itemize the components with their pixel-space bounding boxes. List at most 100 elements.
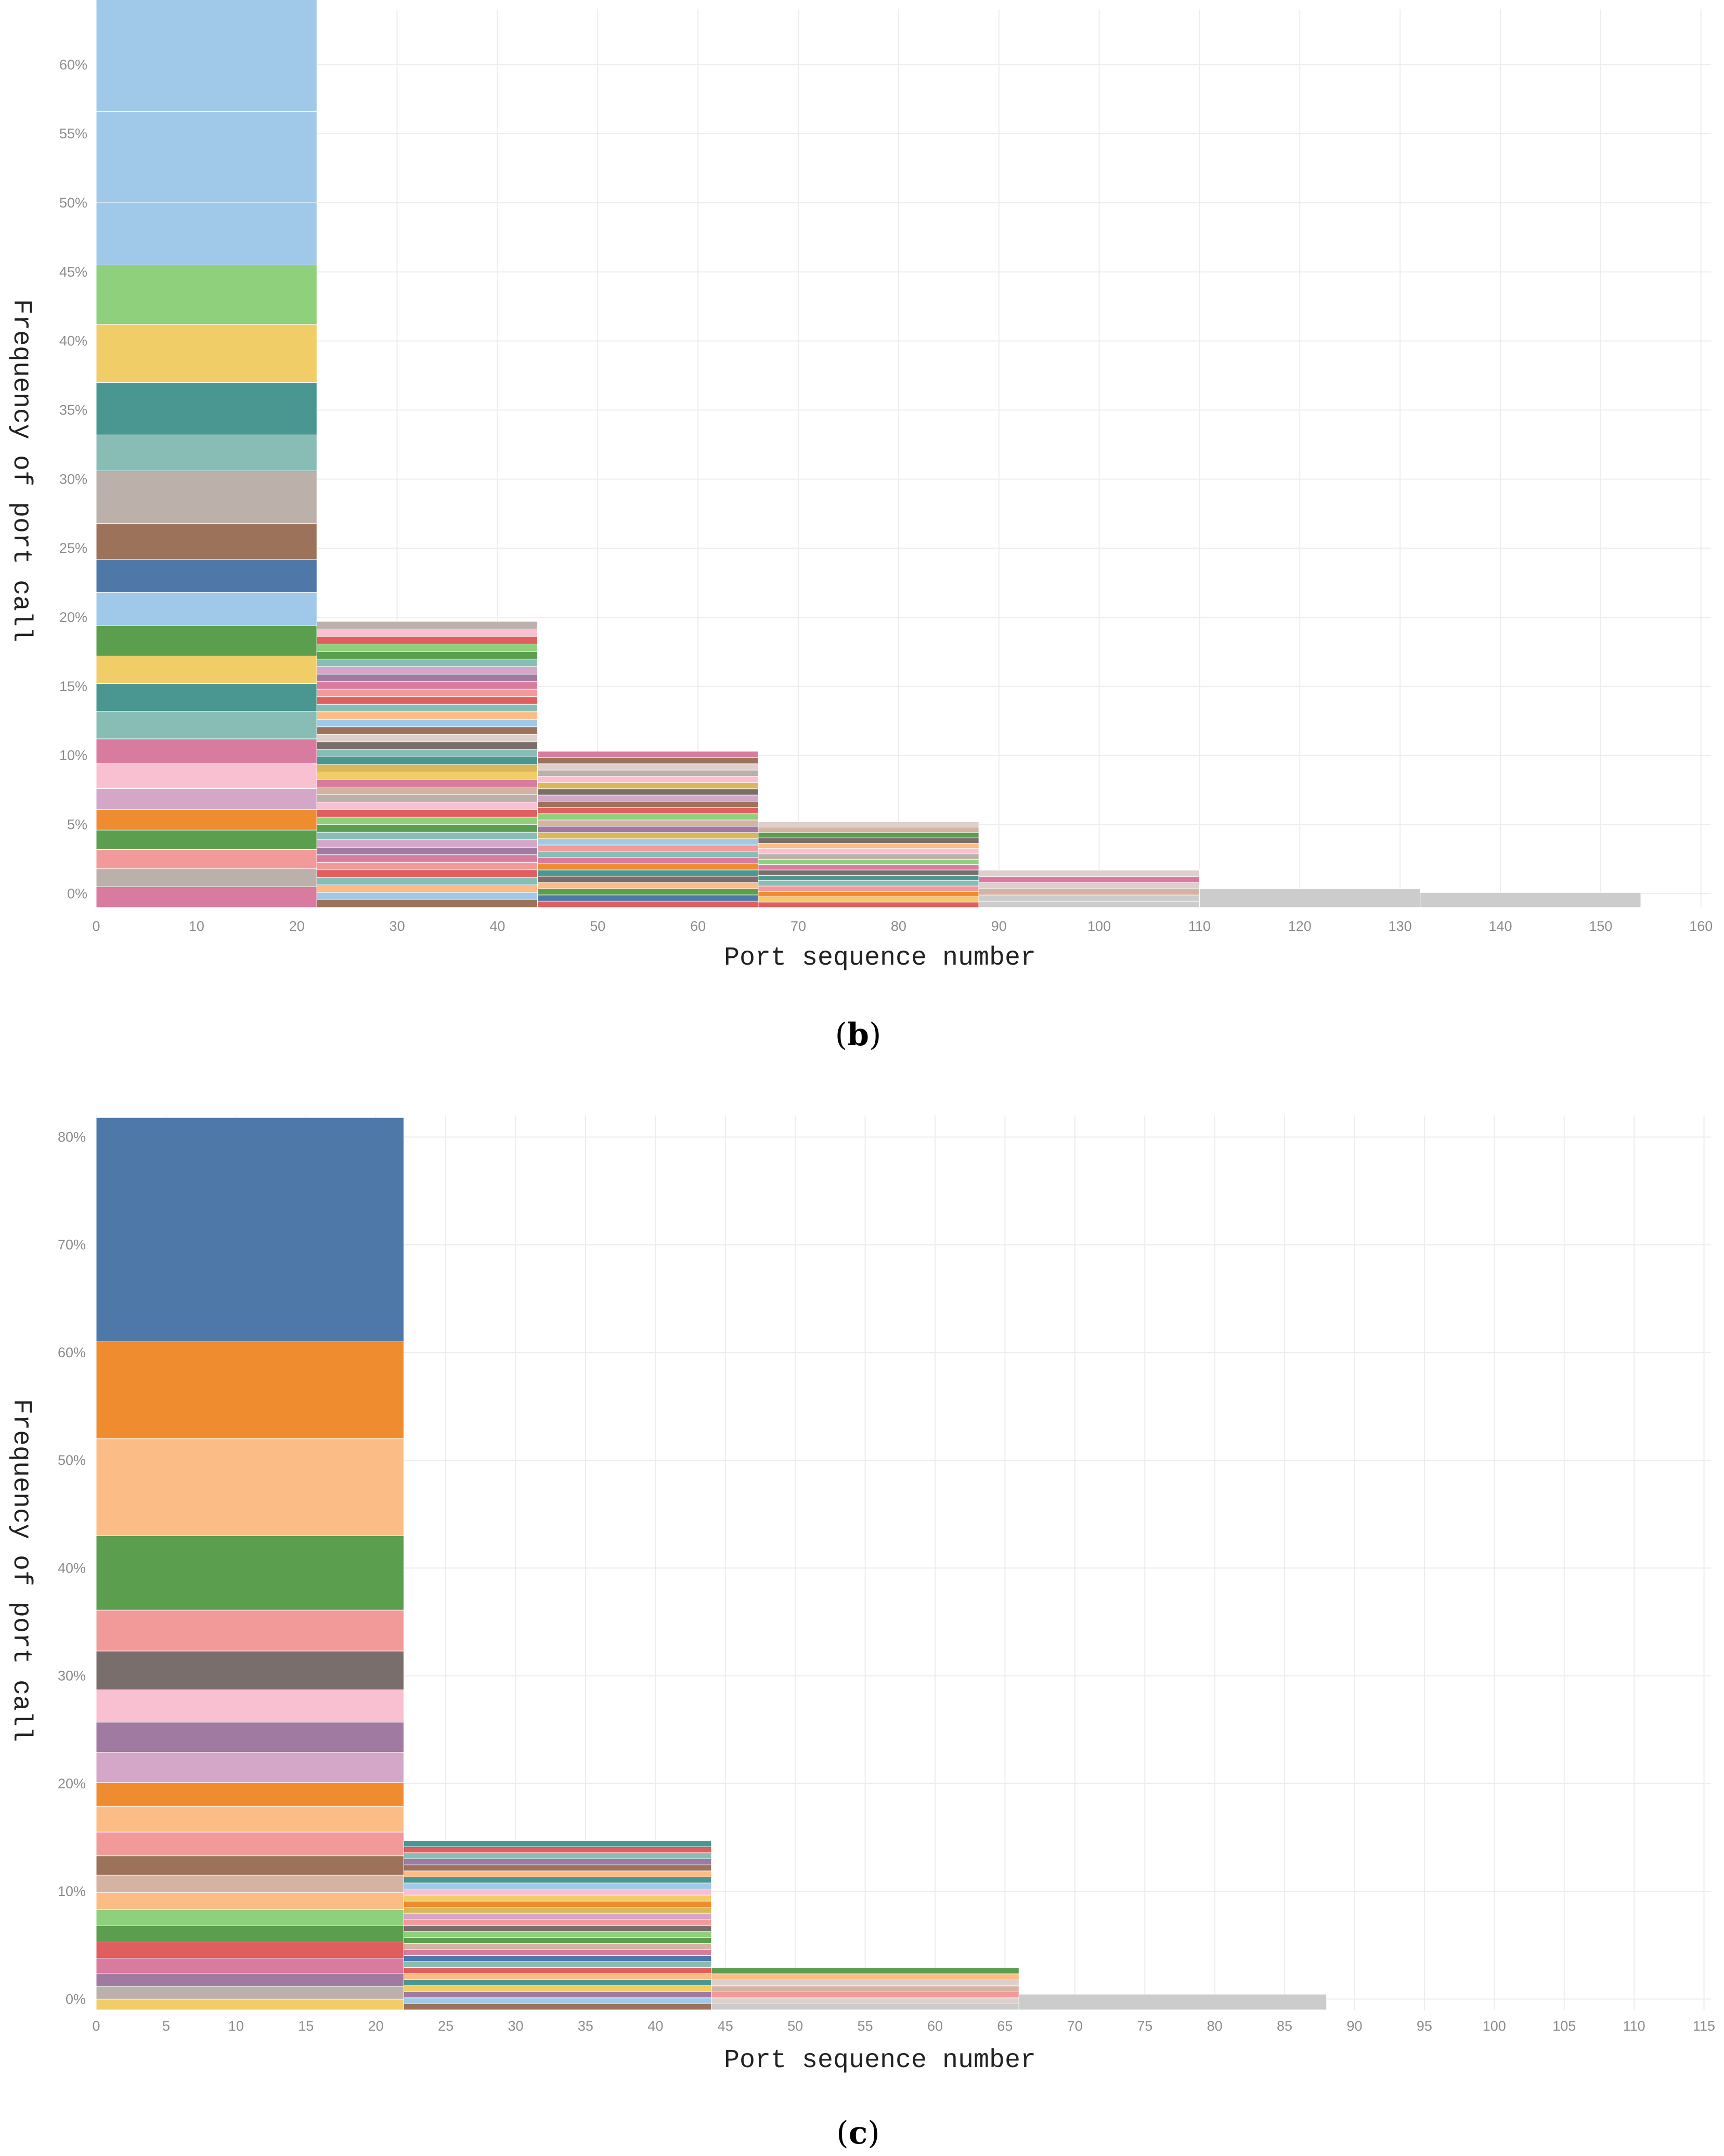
y-tick-label-b-7: 35%: [59, 402, 87, 418]
bar-segment-c-1-2: [403, 1991, 712, 1998]
chart-panel-c: 0 5 10 15 20 25 30 35 40 45 50 55 60 65 70 75 80 85 90 95 10…: [6, 1115, 1715, 2151]
bar-segment-c-0-0: [96, 1998, 404, 2010]
x-tick-label-b-5: 50: [590, 918, 605, 934]
x-tick-label-c-20: 100: [1483, 2018, 1506, 2034]
bar-segment-b-0-2: [96, 849, 317, 869]
y-tick-label-b-6: 30%: [59, 471, 87, 487]
bar-segment-c-1-25: [403, 1852, 712, 1860]
bar-segment-b-0-11: [96, 625, 317, 656]
x-tick-label-c-17: 85: [1277, 2018, 1292, 2034]
bar-segment-c-2-3: [711, 1985, 1019, 1992]
bar-segment-c-0-11: [96, 1806, 404, 1833]
x-tick-label-b-2: 20: [289, 918, 305, 934]
y-tick-label-b-8: 40%: [59, 333, 87, 349]
bar-segment-b-1-12: [316, 809, 538, 817]
bar-segment-b-1-25: [316, 711, 538, 720]
bar-segment-c-1-20: [403, 1882, 712, 1890]
bar-segment-b-2-17: [537, 795, 759, 802]
bar-segment-b-6-0: [1420, 892, 1641, 908]
bar-segment-b-1-18: [316, 764, 538, 772]
bar-segment-c-1-17: [403, 1901, 712, 1907]
bar-segment-b-1-5: [316, 862, 538, 871]
bar-segment-b-3-2: [758, 891, 979, 897]
bar-segment-b-0-7: [96, 738, 317, 764]
y-tick-label-c-5: 50%: [58, 1452, 86, 1468]
bar-segment-c-2-5: [711, 1973, 1019, 1980]
x-tick-label-c-16: 80: [1207, 2018, 1223, 2034]
bar-segment-b-2-11: [537, 832, 759, 839]
bar-segment-c-0-21: [96, 1117, 404, 1342]
bar-segment-c-1-16: [403, 1906, 712, 1914]
chart-panel-b: 0 10 20 30 40 50 60 70 80 90 100 110 120 130 140 150 160…: [6, 0, 1713, 1053]
bar-segment-b-3-15: [758, 821, 979, 828]
y-tick-label-b-0: 0%: [67, 886, 87, 901]
x-tick-label-b-13: 130: [1389, 918, 1412, 934]
bar-segment-b-3-7: [758, 864, 979, 871]
bar-segment-b-0-21: [96, 111, 317, 203]
bar-segment-b-2-0: [537, 901, 759, 908]
bar-segment-b-1-34: [316, 643, 538, 652]
bar-segment-b-1-15: [316, 786, 538, 795]
bar-segment-b-2-16: [537, 801, 759, 808]
bar-segment-c-2-2: [711, 1991, 1019, 1998]
bar-segment-b-0-8: [96, 711, 317, 739]
bar-segment-c-1-10: [403, 1943, 712, 1950]
bar-segment-b-2-7: [537, 857, 759, 864]
bar-segment-c-1-7: [403, 1961, 712, 1968]
bar-segment-b-0-3: [96, 829, 317, 850]
bar-segment-b-4-4: [978, 876, 1200, 883]
stacked-bars-b: [96, 0, 1641, 908]
x-tick-label-b-12: 120: [1288, 918, 1312, 934]
bar-segment-c-0-16: [96, 1651, 404, 1691]
bar-segment-b-1-22: [316, 734, 538, 743]
bar-segment-b-0-6: [96, 763, 317, 789]
bar-segment-b-4-0: [978, 901, 1200, 908]
bar-segment-b-3-10: [758, 848, 979, 854]
bar-segment-b-2-12: [537, 826, 759, 833]
y-axis-title-b: Frequency of port call: [6, 299, 36, 642]
bar-segment-b-2-14: [537, 813, 759, 821]
x-tick-label-b-14: 140: [1488, 918, 1512, 934]
bar-segment-c-1-27: [403, 1840, 712, 1847]
x-axis-title-c: Port sequence number: [724, 2046, 1036, 2075]
bar-segment-b-3-11: [758, 842, 979, 849]
bar-segment-b-3-8: [758, 859, 979, 865]
bar-segment-b-3-4: [758, 880, 979, 887]
x-tick-label-c-18: 90: [1346, 2018, 1362, 2034]
bar-segment-c-1-5: [403, 1973, 712, 1980]
bar-segment-b-2-20: [537, 776, 759, 783]
bar-segment-b-0-19: [96, 265, 317, 325]
bar-segment-b-1-35: [316, 636, 538, 644]
bar-segment-b-1-23: [316, 726, 538, 735]
bar-segment-c-0-8: [96, 1875, 404, 1893]
bar-segment-b-2-19: [537, 782, 759, 789]
bar-segment-b-2-21: [537, 770, 759, 777]
bar-segment-c-0-12: [96, 1782, 404, 1807]
bar-segment-b-1-19: [316, 757, 538, 765]
x-tick-label-b-7: 70: [790, 918, 806, 934]
bar-segment-b-0-5: [96, 788, 317, 810]
y-tick-label-c-4: 40%: [58, 1560, 86, 1576]
bar-segment-b-1-28: [316, 689, 538, 697]
y-tick-label-c-0: 0%: [66, 1991, 86, 2007]
bar-segment-b-2-2: [537, 888, 759, 895]
bar-segment-c-2-1: [711, 1997, 1019, 2004]
x-tick-label-c-1: 5: [162, 2018, 170, 2034]
bar-segment-b-0-16: [96, 434, 317, 471]
bar-segment-b-3-9: [758, 853, 979, 860]
x-tick-label-c-10: 50: [787, 2018, 803, 2034]
y-tick-label-c-2: 20%: [58, 1776, 86, 1791]
x-tick-label-b-8: 80: [891, 918, 906, 934]
bar-segment-b-1-20: [316, 749, 538, 758]
bar-segment-c-0-13: [96, 1752, 404, 1783]
bar-segment-c-1-19: [403, 1889, 712, 1895]
x-tick-label-b-4: 40: [489, 918, 505, 934]
x-tick-label-c-21: 105: [1552, 2018, 1576, 2034]
bar-segment-c-0-7: [96, 1892, 404, 1910]
bar-segment-b-1-24: [316, 719, 538, 728]
y-tick-label-b-3: 15%: [59, 679, 87, 694]
bar-segment-b-0-13: [96, 559, 317, 593]
bar-segment-b-2-15: [537, 807, 759, 814]
y-tick-label-b-5: 25%: [59, 540, 87, 556]
